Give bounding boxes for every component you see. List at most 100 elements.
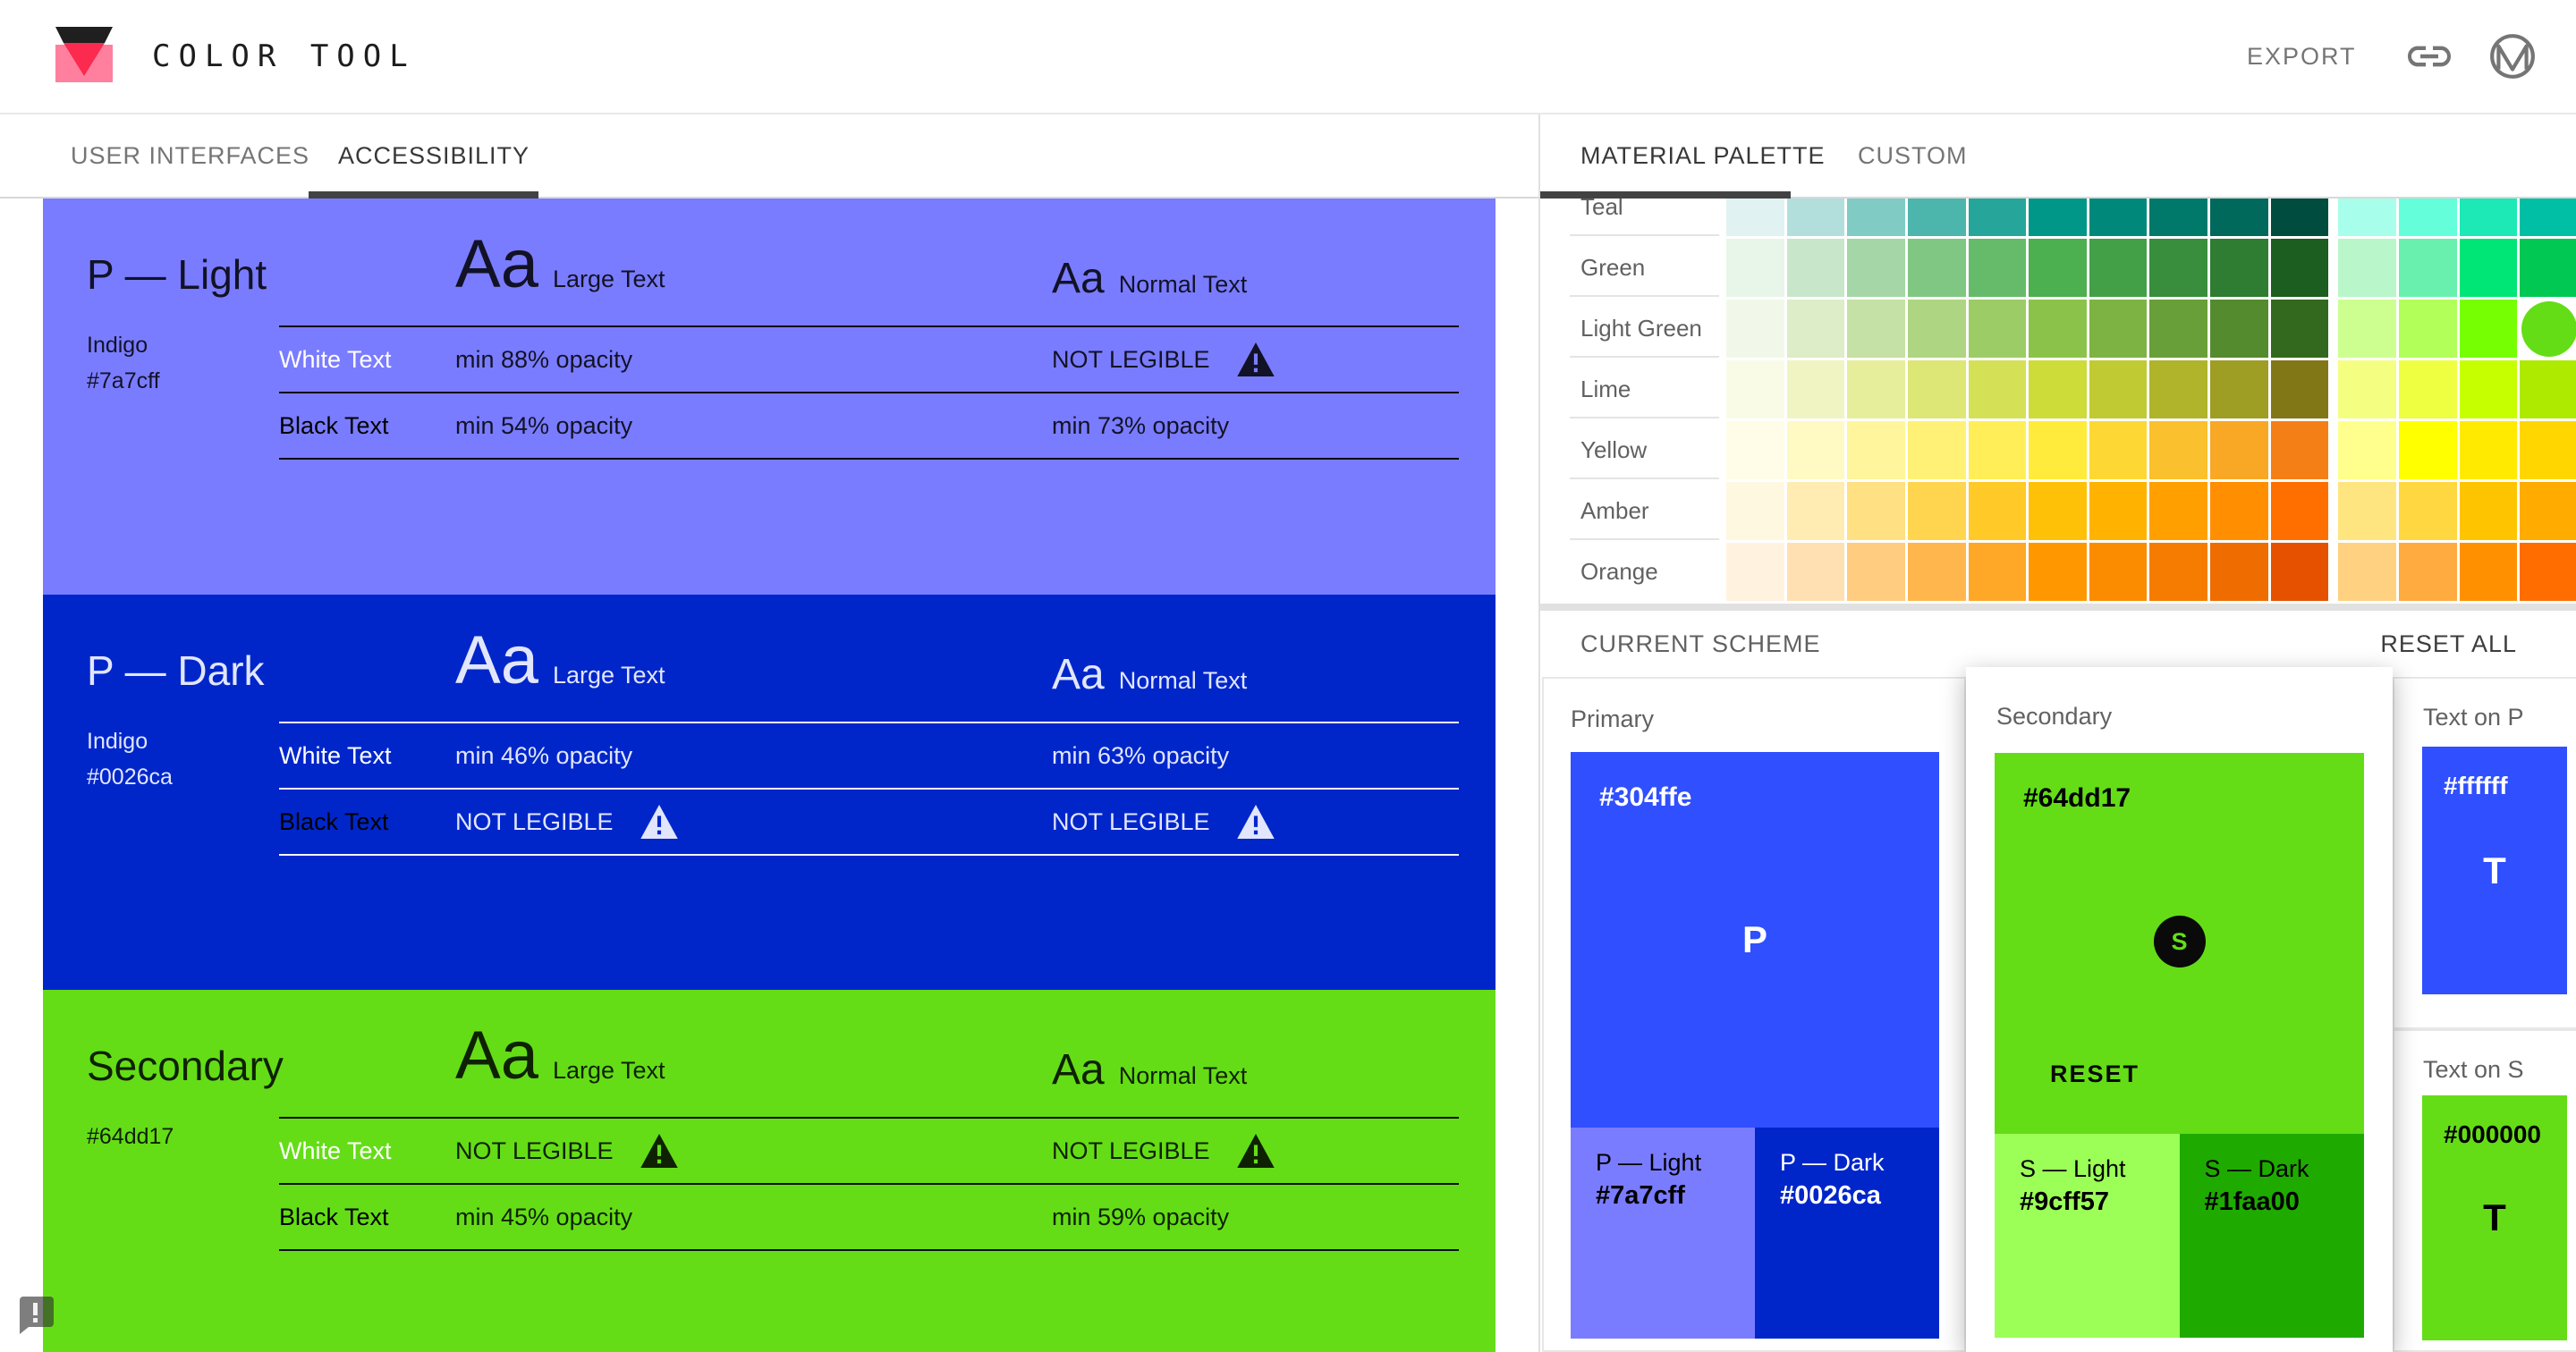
palette-swatch[interactable] (2210, 360, 2268, 418)
palette-swatch[interactable] (1968, 543, 2027, 601)
palette-swatch[interactable] (1726, 239, 1784, 297)
palette-swatch[interactable] (2399, 239, 2457, 297)
palette-swatch[interactable] (2520, 300, 2576, 358)
palette-swatch[interactable] (2338, 482, 2397, 540)
palette-swatch[interactable] (2459, 239, 2518, 297)
palette-swatch[interactable] (1786, 482, 1845, 540)
palette-swatch[interactable] (2210, 300, 2268, 358)
palette-swatch[interactable] (2029, 482, 2087, 540)
palette-swatch[interactable] (1907, 482, 1966, 540)
palette-swatch[interactable] (2338, 300, 2397, 358)
palette-swatch[interactable] (1968, 360, 2027, 418)
primary-dark-swatch[interactable]: P — Dark #0026ca (1755, 1128, 1939, 1339)
palette-swatch[interactable] (2338, 543, 2397, 601)
palette-swatch[interactable] (1726, 421, 1784, 479)
palette-swatch[interactable] (1968, 239, 2027, 297)
secondary-light-swatch[interactable]: S — Light #9cff57 (1995, 1134, 2180, 1338)
palette-swatch[interactable] (2338, 239, 2397, 297)
palette-swatch[interactable] (2029, 300, 2087, 358)
palette-swatch[interactable] (1786, 300, 1845, 358)
palette-swatch[interactable] (2029, 199, 2087, 236)
palette-swatch[interactable] (1847, 543, 1905, 601)
palette-swatch[interactable] (2399, 199, 2457, 236)
palette-swatch[interactable] (1726, 199, 1784, 236)
palette-swatch[interactable] (2089, 199, 2148, 236)
palette-swatch[interactable] (2459, 482, 2518, 540)
palette-swatch[interactable] (2399, 421, 2457, 479)
palette-swatch[interactable] (2520, 543, 2576, 601)
palette-swatch[interactable] (1847, 239, 1905, 297)
palette-swatch[interactable] (2338, 421, 2397, 479)
palette-swatch[interactable] (1907, 543, 1966, 601)
palette-swatch[interactable] (2089, 543, 2148, 601)
palette-swatch[interactable] (1968, 199, 2027, 236)
tab-user-interfaces[interactable]: USER INTERFACES (71, 142, 310, 169)
palette-swatch[interactable] (2459, 360, 2518, 418)
palette-swatch[interactable] (1786, 543, 1845, 601)
palette-swatch[interactable] (2149, 199, 2208, 236)
palette-swatch[interactable] (1907, 300, 1966, 358)
palette-swatch[interactable] (1847, 360, 1905, 418)
palette-swatch[interactable] (2149, 300, 2208, 358)
palette-swatch[interactable] (2399, 482, 2457, 540)
palette-swatch[interactable] (1968, 421, 2027, 479)
text-on-s-swatch[interactable]: #000000 T (2422, 1095, 2567, 1340)
palette-swatch[interactable] (2089, 360, 2148, 418)
palette-swatch[interactable] (1847, 482, 1905, 540)
palette-swatch[interactable] (1726, 543, 1784, 601)
secondary-dark-swatch[interactable]: S — Dark #1faa00 (2179, 1134, 2364, 1338)
palette-swatch[interactable] (2089, 421, 2148, 479)
palette-swatch[interactable] (1968, 300, 2027, 358)
palette-swatch[interactable] (2459, 300, 2518, 358)
palette-swatch[interactable] (2270, 360, 2329, 418)
palette-swatch[interactable] (1847, 421, 1905, 479)
palette-swatch[interactable] (2210, 421, 2268, 479)
palette-swatch[interactable] (2089, 239, 2148, 297)
text-on-p-swatch[interactable]: #ffffff T (2422, 747, 2567, 994)
palette-swatch[interactable] (2149, 543, 2208, 601)
feedback-icon[interactable] (14, 1293, 57, 1338)
palette-swatch[interactable] (2270, 482, 2329, 540)
palette-swatch[interactable] (2338, 199, 2397, 236)
share-link-icon[interactable] (2408, 43, 2451, 70)
palette-swatch[interactable] (1726, 300, 1784, 358)
tab-material-palette[interactable]: MATERIAL PALETTE (1580, 142, 1826, 169)
palette-swatch[interactable] (2399, 543, 2457, 601)
palette-swatch[interactable] (2270, 300, 2329, 358)
palette-swatch[interactable] (2270, 239, 2329, 297)
palette-swatch[interactable] (2399, 360, 2457, 418)
palette-swatch[interactable] (1786, 199, 1845, 236)
palette-swatch[interactable] (2210, 239, 2268, 297)
palette-swatch[interactable] (1847, 300, 1905, 358)
material-logo-icon[interactable] (2488, 32, 2537, 80)
palette-swatch[interactable] (1786, 239, 1845, 297)
export-button[interactable]: EXPORT (2247, 43, 2357, 70)
palette-swatch[interactable] (1907, 199, 1966, 236)
palette-swatch[interactable] (1726, 360, 1784, 418)
palette-swatch[interactable] (2089, 482, 2148, 540)
palette-swatch[interactable] (2459, 543, 2518, 601)
palette-scrollbar[interactable] (1540, 604, 2576, 611)
palette-swatch[interactable] (2270, 543, 2329, 601)
palette-swatch[interactable] (2459, 199, 2518, 236)
primary-swatch[interactable]: #304ffe P (1571, 752, 1939, 1128)
palette-swatch[interactable] (1968, 482, 2027, 540)
palette-swatch[interactable] (2149, 239, 2208, 297)
palette-swatch[interactable] (2210, 482, 2268, 540)
palette-swatch[interactable] (2399, 300, 2457, 358)
palette-swatch[interactable] (2270, 199, 2329, 236)
tab-custom[interactable]: CUSTOM (1858, 142, 1968, 169)
palette-swatch[interactable] (1786, 421, 1845, 479)
secondary-selected-badge[interactable]: S (2153, 916, 2206, 968)
palette-swatch[interactable] (2029, 421, 2087, 479)
tab-accessibility[interactable]: ACCESSIBILITY (338, 142, 530, 169)
palette-swatch[interactable] (2520, 421, 2576, 479)
palette-swatch[interactable] (2520, 199, 2576, 236)
palette-swatch[interactable] (1726, 482, 1784, 540)
palette-swatch[interactable] (2149, 421, 2208, 479)
palette-swatch[interactable] (1907, 360, 1966, 418)
palette-swatch[interactable] (1786, 360, 1845, 418)
palette-swatch[interactable] (2089, 300, 2148, 358)
selected-swatch-circle[interactable] (2521, 300, 2576, 357)
palette-swatch[interactable] (2459, 421, 2518, 479)
